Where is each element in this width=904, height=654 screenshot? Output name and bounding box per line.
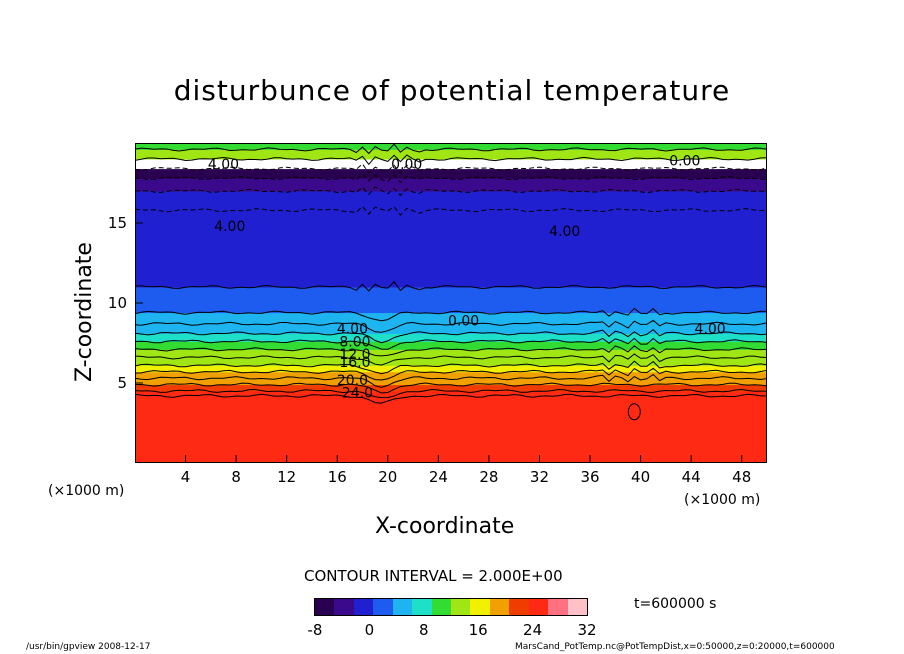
colorbar-swatch [489,599,510,615]
contour-label-6: 12.0 [339,347,370,363]
contour-line-9 [135,337,767,350]
y-tick-label: 5 [117,374,127,392]
colorbar-swatch [470,599,491,615]
field-band-13 [135,210,767,288]
field-band-4 [135,371,767,379]
field-band-8 [135,341,767,350]
field-band-9 [135,333,767,342]
contour-line-8 [135,345,767,357]
contour-line-1 [135,393,767,404]
field-band-0 [135,395,767,463]
y-tick-label: 10 [107,294,127,312]
chart-title: disturbunce of potential temperature [173,74,731,107]
contour-line-19 [135,143,767,155]
contour-line-4 [135,373,767,388]
y-tick-label: 15 [107,214,127,232]
field-band-15 [135,178,767,192]
contour-line-13 [135,281,767,292]
contour-label-0: 4.00 [214,219,245,235]
x-tick-label: 40 [631,468,651,486]
contour-label-3: 0.00 [448,314,479,330]
colorbar-swatch [392,599,413,615]
colorbar-swatch [528,599,549,615]
x-tick-label: 8 [231,468,241,486]
colorbar-swatch [412,599,433,615]
contour-label-8: 20.0 [337,373,368,389]
x-tick-label: 20 [378,468,398,486]
colorbar-tick-label: 24 [523,621,543,639]
contour-line-18 [135,154,767,166]
x-tick-label: 44 [681,468,701,486]
colorbar-tick-label: -8 [307,621,323,639]
contour-line-16 [135,173,767,184]
colorbar-swatch [451,599,471,615]
contour-label-2: 4.00 [337,322,368,338]
field-band-11 [135,312,767,325]
x-tick-label: 24 [428,468,448,486]
contour-line-5 [135,367,767,381]
x-axis-unit-right: (×1000 m) [684,492,761,508]
x-tick-label: 28 [479,468,499,486]
field-band-14 [135,191,767,211]
contour-label-5: 8.00 [339,334,370,350]
contour-label-9: 24.0 [342,386,373,402]
colorbar-swatch [315,599,335,615]
contour-label-4: 4.00 [695,322,726,338]
field-band-3 [135,378,767,386]
x-tick-label: 32 [529,468,550,486]
field-band-5 [135,365,767,373]
field-band-17 [135,159,767,170]
colorbar-swatch [509,599,530,615]
footer-data-source: MarsCand_PotTemp.nc@PotTempDist,x=0:5000… [515,642,835,652]
colorbar-tick-label: 0 [364,621,375,639]
y-axis-label: Z-coordinate [72,242,97,382]
colorbar-tick-label: 16 [468,621,488,639]
field-band-7 [135,349,767,358]
field-band-18 [135,149,767,160]
colorbar-swatch [548,599,569,615]
contour-line-11 [135,319,767,333]
contour-line-6 [135,360,767,375]
x-axis-label: X-coordinate [375,514,515,539]
contour-line-3 [135,382,767,394]
time-label: t=600000 s [634,596,717,612]
closed-contour [627,403,641,421]
contour-line-12 [135,307,767,322]
x-axis-unit-left: (×1000 m) [48,483,125,499]
x-tick-label: 48 [732,468,752,486]
footer-program-info: /usr/bin/gpview 2008-12-17 [26,642,151,652]
colorbar-tick-label: 8 [419,621,429,639]
x-tick-label: 12 [277,468,297,486]
contour-line-17 [135,163,767,174]
contour-line-7 [135,353,767,366]
colorbar-swatch [334,599,355,615]
field-band-6 [135,357,767,366]
colorbar [314,598,588,616]
contour-line-2 [135,388,767,399]
plot-area: 4.00 4.004.00 0.00 4.008.0012.016.020.024.0… [135,143,767,463]
field-band-10 [135,323,767,334]
field-band-16 [135,168,767,179]
field-band-19 [135,143,767,150]
x-tick-label: 36 [580,468,600,486]
colorbar-swatch [431,599,452,615]
field-band-1 [135,391,767,397]
contour-label-7: 16.0 [339,355,370,371]
contour-line-15 [135,186,767,197]
contour-line-14 [135,205,767,216]
field-band-2 [135,384,767,392]
contour-label-10: 4.00 [208,157,239,173]
contour-interval-note: CONTOUR INTERVAL = 2.000E+00 [304,567,563,585]
field-band-12 [135,287,767,314]
contour-label-12: 0.00 [669,154,700,170]
colorbar-swatch [567,599,588,615]
contour-label-11: 0.00 [391,157,422,173]
x-tick-label: 16 [327,468,347,486]
colorbar-swatch [373,599,394,615]
x-tick-label: 4 [180,468,191,486]
contour-line-10 [135,328,767,344]
colorbar-tick-label: 32 [577,621,597,639]
contour-label-1: 4.00 [549,224,580,240]
colorbar-swatch [353,599,374,615]
